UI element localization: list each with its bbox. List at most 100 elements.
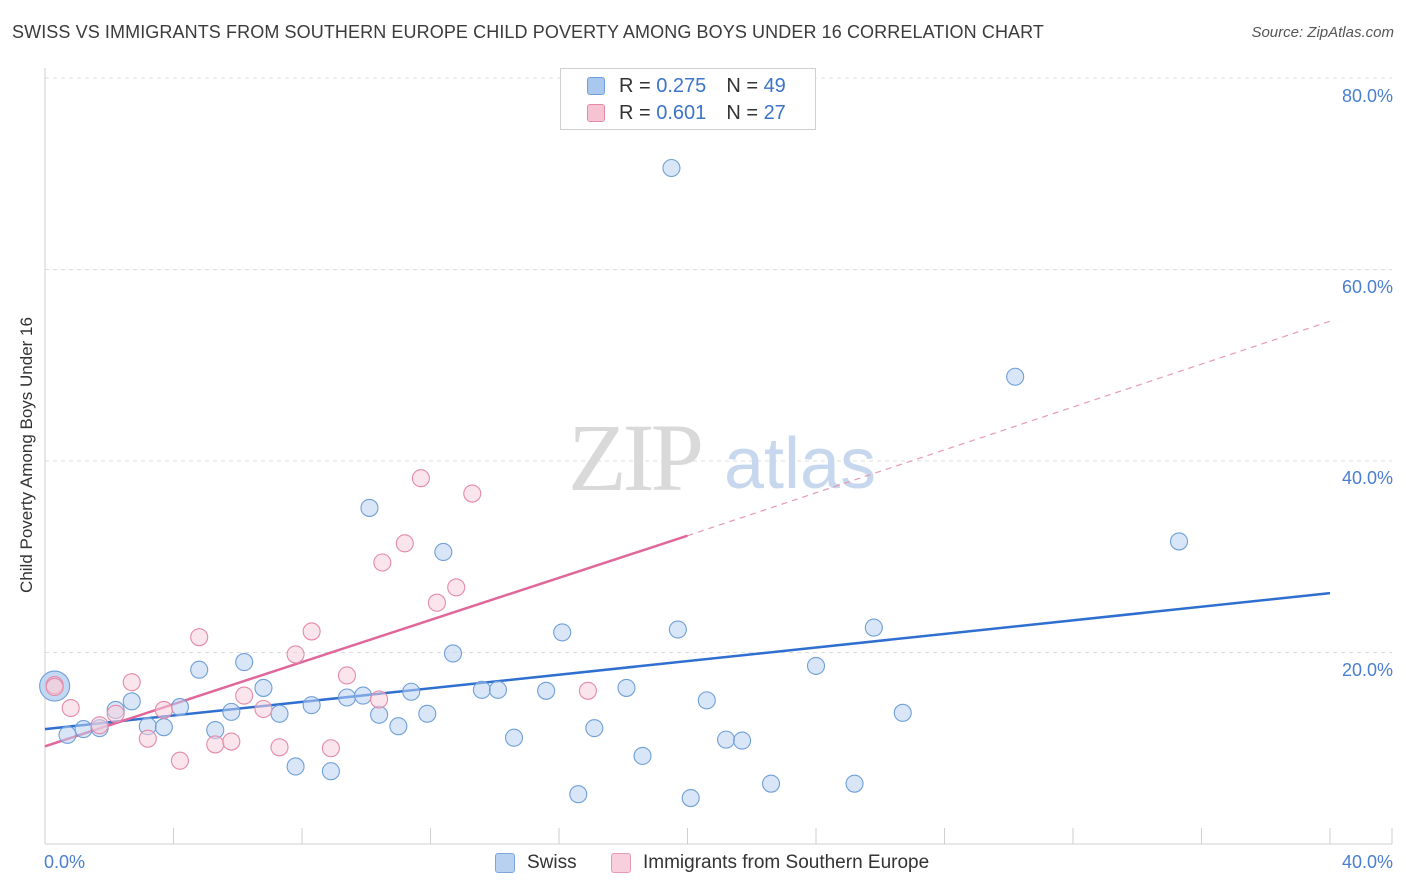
swiss-point — [254, 678, 273, 697]
swiss-point — [190, 660, 209, 679]
immigrants-point — [286, 645, 305, 664]
swiss-point — [58, 725, 77, 744]
swiss-point — [270, 704, 289, 723]
swiss-point — [864, 618, 883, 637]
swiss-point — [434, 542, 453, 562]
x-tick-max: 40.0% — [1341, 852, 1393, 872]
immigrants-point — [578, 681, 597, 700]
y-tick-80: 80.0% — [1341, 86, 1393, 106]
immigrants-point — [395, 534, 414, 553]
swiss-point — [504, 728, 524, 747]
swiss-point — [761, 774, 781, 793]
immigrants-trendline-extension — [687, 320, 1331, 537]
legend-r-value: 0.601 — [656, 101, 707, 124]
bottom-legend-immigrants: Immigrants from Southern Europe — [611, 852, 929, 874]
swiss-point — [733, 731, 752, 750]
swiss-point — [662, 158, 681, 178]
swiss-point — [286, 757, 305, 776]
immigrants-point — [61, 698, 80, 718]
immigrants-point — [373, 553, 392, 572]
swiss-point — [235, 653, 254, 672]
swiss-point — [806, 656, 826, 675]
gridlines — [45, 77, 1392, 653]
y-tick-40: 40.0% — [1341, 468, 1393, 488]
immigrants-point — [427, 593, 446, 612]
swiss-point — [668, 620, 687, 639]
immigrants-point — [206, 735, 225, 754]
legend-n-value: 49 — [763, 74, 786, 97]
legend-row-immigrants: R = 0.601 N = 27 — [587, 100, 786, 126]
immigrants-point — [222, 732, 241, 751]
watermark-zip: ZIP — [568, 404, 701, 511]
swiss-point — [389, 717, 408, 736]
swiss-point — [74, 720, 93, 739]
bottom-legend-swatch-swiss — [495, 853, 515, 873]
immigrants-point — [106, 704, 125, 723]
source-label: Source: ZipAtlas.com — [1251, 24, 1394, 41]
bottom-legend-label-immigrants: Immigrants from Southern Europe — [643, 852, 930, 873]
swiss-point — [302, 696, 321, 715]
y-tick-60: 60.0% — [1341, 277, 1393, 297]
immigrants-point — [302, 622, 321, 641]
swiss-point — [170, 698, 189, 717]
immigrants-point — [270, 738, 289, 757]
swiss-point — [1169, 532, 1189, 551]
bottom-legend-swatch-immigrants — [611, 853, 631, 873]
swiss-point — [617, 678, 636, 697]
swiss-point — [1006, 367, 1025, 386]
legend-r-label: R = — [619, 101, 651, 124]
swiss-point — [697, 691, 716, 710]
swiss-point — [633, 746, 652, 765]
immigrants-trendline — [44, 534, 688, 748]
swiss-point — [154, 718, 173, 737]
immigrants-point — [254, 699, 273, 719]
legend-row-swiss: R = 0.275 N = 49 — [587, 73, 786, 99]
trendlines — [44, 320, 1331, 748]
immigrants-point — [370, 690, 389, 709]
legend-swatch-immigrants — [587, 104, 605, 122]
immigrants-point — [122, 673, 141, 692]
immigrants-point — [463, 484, 482, 503]
immigrants-point — [411, 469, 430, 488]
stats-legend: R = 0.275 N = 49 R = 0.601 N = 27 — [560, 68, 816, 130]
swiss-point — [553, 623, 572, 642]
immigrants-point — [337, 666, 357, 685]
swiss-point — [337, 688, 357, 707]
chart-title: SWISS VS IMMIGRANTS FROM SOUTHERN EUROPE… — [12, 22, 1045, 42]
swiss-point — [537, 681, 556, 700]
data-points — [39, 158, 1189, 808]
immigrants-point — [235, 686, 254, 705]
immigrants-point — [190, 628, 209, 647]
immigrants-point — [170, 751, 189, 770]
swiss-point — [472, 680, 491, 699]
y-tick-20: 20.0% — [1341, 660, 1393, 680]
immigrants-point — [90, 716, 109, 735]
immigrants-point — [138, 729, 157, 748]
swiss-point — [402, 682, 421, 701]
swiss-point — [488, 680, 508, 699]
bottom-legend-swiss: Swiss — [495, 852, 577, 874]
immigrants-point — [321, 739, 340, 758]
x-tick-min: 0.0% — [44, 852, 86, 872]
watermark-atlas: atlas — [724, 424, 876, 504]
swiss-point — [370, 705, 389, 724]
axes — [44, 68, 1393, 845]
immigrants-point — [447, 578, 466, 597]
swiss-point — [569, 785, 588, 804]
swiss-point — [321, 762, 340, 781]
legend-n-label: N = — [726, 101, 758, 124]
legend-n-label: N = — [726, 74, 758, 97]
swiss-point — [122, 692, 141, 711]
swiss-point — [222, 702, 241, 721]
swiss-point — [716, 730, 736, 749]
bottom-legend-label-swiss: Swiss — [527, 852, 577, 873]
legend-swatch-swiss — [587, 77, 605, 95]
swiss-point — [585, 719, 604, 738]
swiss-point — [845, 774, 864, 793]
swiss-point — [681, 788, 700, 808]
swiss-point — [353, 686, 373, 705]
legend-n-value: 27 — [763, 101, 786, 124]
watermark: ZIP atlas — [568, 404, 876, 511]
swiss-point — [360, 498, 379, 517]
